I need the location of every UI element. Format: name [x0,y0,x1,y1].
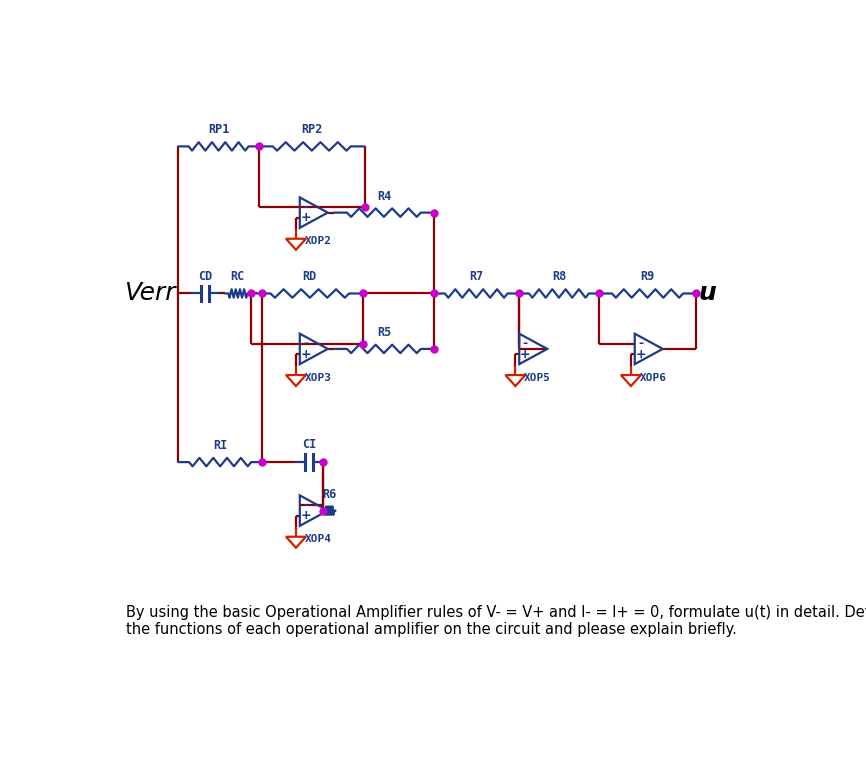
Text: XOP2: XOP2 [305,236,332,246]
Text: RI: RI [213,439,227,452]
Text: R4: R4 [377,190,391,202]
Text: +: + [301,509,311,522]
Text: XOP5: XOP5 [524,373,552,383]
Text: XOP4: XOP4 [305,534,332,544]
Text: By using the basic Operational Amplifier rules of V- = V+ and I- = I+ = 0, formu: By using the basic Operational Amplifier… [126,606,866,620]
Text: XOP6: XOP6 [640,373,667,383]
Text: Verr: Verr [125,281,176,305]
Text: +: + [301,211,311,224]
Text: RP1: RP1 [208,124,229,136]
Text: -: - [303,499,308,512]
Text: CI: CI [302,438,316,451]
Text: R6: R6 [322,487,336,500]
Text: +: + [520,348,531,361]
Text: -: - [303,337,308,350]
Text: -: - [638,337,643,350]
Text: R9: R9 [640,271,655,283]
Text: XOP3: XOP3 [305,373,332,383]
Text: R7: R7 [469,271,483,283]
Text: +: + [301,348,311,361]
Text: -: - [303,201,308,214]
Text: the functions of each operational amplifier on the circuit and please explain br: the functions of each operational amplif… [126,622,737,637]
Text: +: + [636,348,646,361]
Text: CD: CD [198,270,212,283]
Text: RC: RC [230,271,245,283]
Text: -: - [523,337,528,350]
Text: RP2: RP2 [301,124,322,136]
Text: R8: R8 [552,271,566,283]
Text: R5: R5 [377,326,391,339]
Text: u: u [699,281,716,305]
Text: RD: RD [303,271,317,283]
